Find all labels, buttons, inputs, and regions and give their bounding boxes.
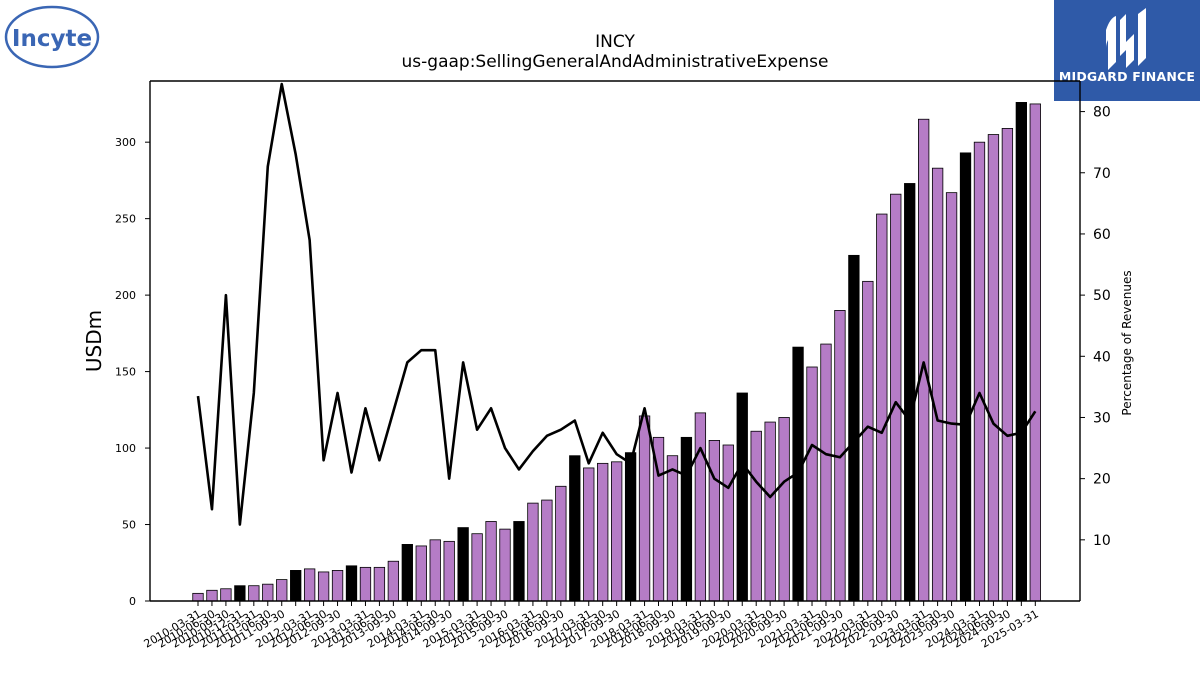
midgard-mark-icon [1106,8,1146,70]
bar [331,570,344,602]
bar [569,455,581,602]
bar [904,183,916,602]
bar [876,213,888,602]
y-axis-label: USDm [82,310,106,372]
bar [443,540,455,602]
y-tick-label: 50 [122,519,136,532]
bar [345,565,358,602]
bar [736,392,748,602]
bar [862,280,874,602]
bar [359,566,372,602]
bar [764,421,776,602]
y2-axis-label: Percentage of Revenues [1120,270,1134,415]
bar [848,254,860,602]
bar [429,539,441,602]
y-tick-label: 200 [115,289,136,302]
y-tick-label: 250 [115,213,136,226]
bar [1001,128,1014,602]
bar [680,436,693,602]
y2-tick-label: 80 [1093,105,1111,121]
bar [499,528,511,602]
bar [415,545,427,602]
bar [722,444,734,602]
y-tick-label: 300 [115,136,136,149]
bar [778,417,790,602]
y2-tick-label: 10 [1093,533,1111,549]
bar [597,462,609,602]
bar [373,566,386,602]
y2-tick-label: 20 [1093,472,1111,488]
bar [276,579,288,602]
bar [820,343,832,602]
bar [666,455,679,602]
incyte-logo: Incyte [4,4,104,72]
bar [387,560,400,602]
y2-tick-label: 40 [1093,349,1111,365]
bar [708,440,720,602]
bar [541,499,553,602]
bar [973,141,986,602]
y2-tick-label: 50 [1093,288,1111,304]
bar [1029,103,1041,602]
bar [611,461,623,602]
bar [555,485,567,602]
bar [262,583,274,602]
bar [945,192,958,602]
bar [890,193,902,602]
bar [918,118,930,602]
y-tick-label: 150 [115,366,136,379]
bar [806,366,818,602]
y2-tick-label: 70 [1093,166,1111,182]
incyte-logo-text: Incyte [12,26,92,52]
bar [457,527,469,602]
bar [527,502,539,602]
bar [750,430,762,602]
chart-title: INCY [595,32,635,52]
bar [624,452,637,602]
midgard-finance-logo: MIDGARD FINANCE [1054,0,1200,101]
bar [471,533,483,602]
bar [638,415,651,602]
bar [248,585,260,602]
bar [220,588,232,602]
bar [303,568,316,602]
bar [206,589,218,602]
bar [192,592,204,602]
y-tick-label: 0 [129,595,136,608]
y-tick-label: 100 [115,442,136,455]
bar [583,467,595,602]
bar [290,570,302,602]
bar [317,571,330,602]
bar [959,152,972,602]
bar [1015,102,1027,602]
bar [694,412,707,602]
bar [485,521,497,602]
bar [931,167,944,602]
percentage-line [196,82,1037,526]
y2-tick-label: 30 [1093,410,1111,426]
bar [513,521,525,602]
midgard-logo-text: MIDGARD FINANCE [1058,69,1196,84]
bar [234,585,246,602]
bar [401,544,413,602]
chart-subtitle: us-gaap:SellingGeneralAndAdministrativeE… [401,52,829,72]
bar [987,134,1000,602]
y2-tick-label: 60 [1093,227,1111,243]
